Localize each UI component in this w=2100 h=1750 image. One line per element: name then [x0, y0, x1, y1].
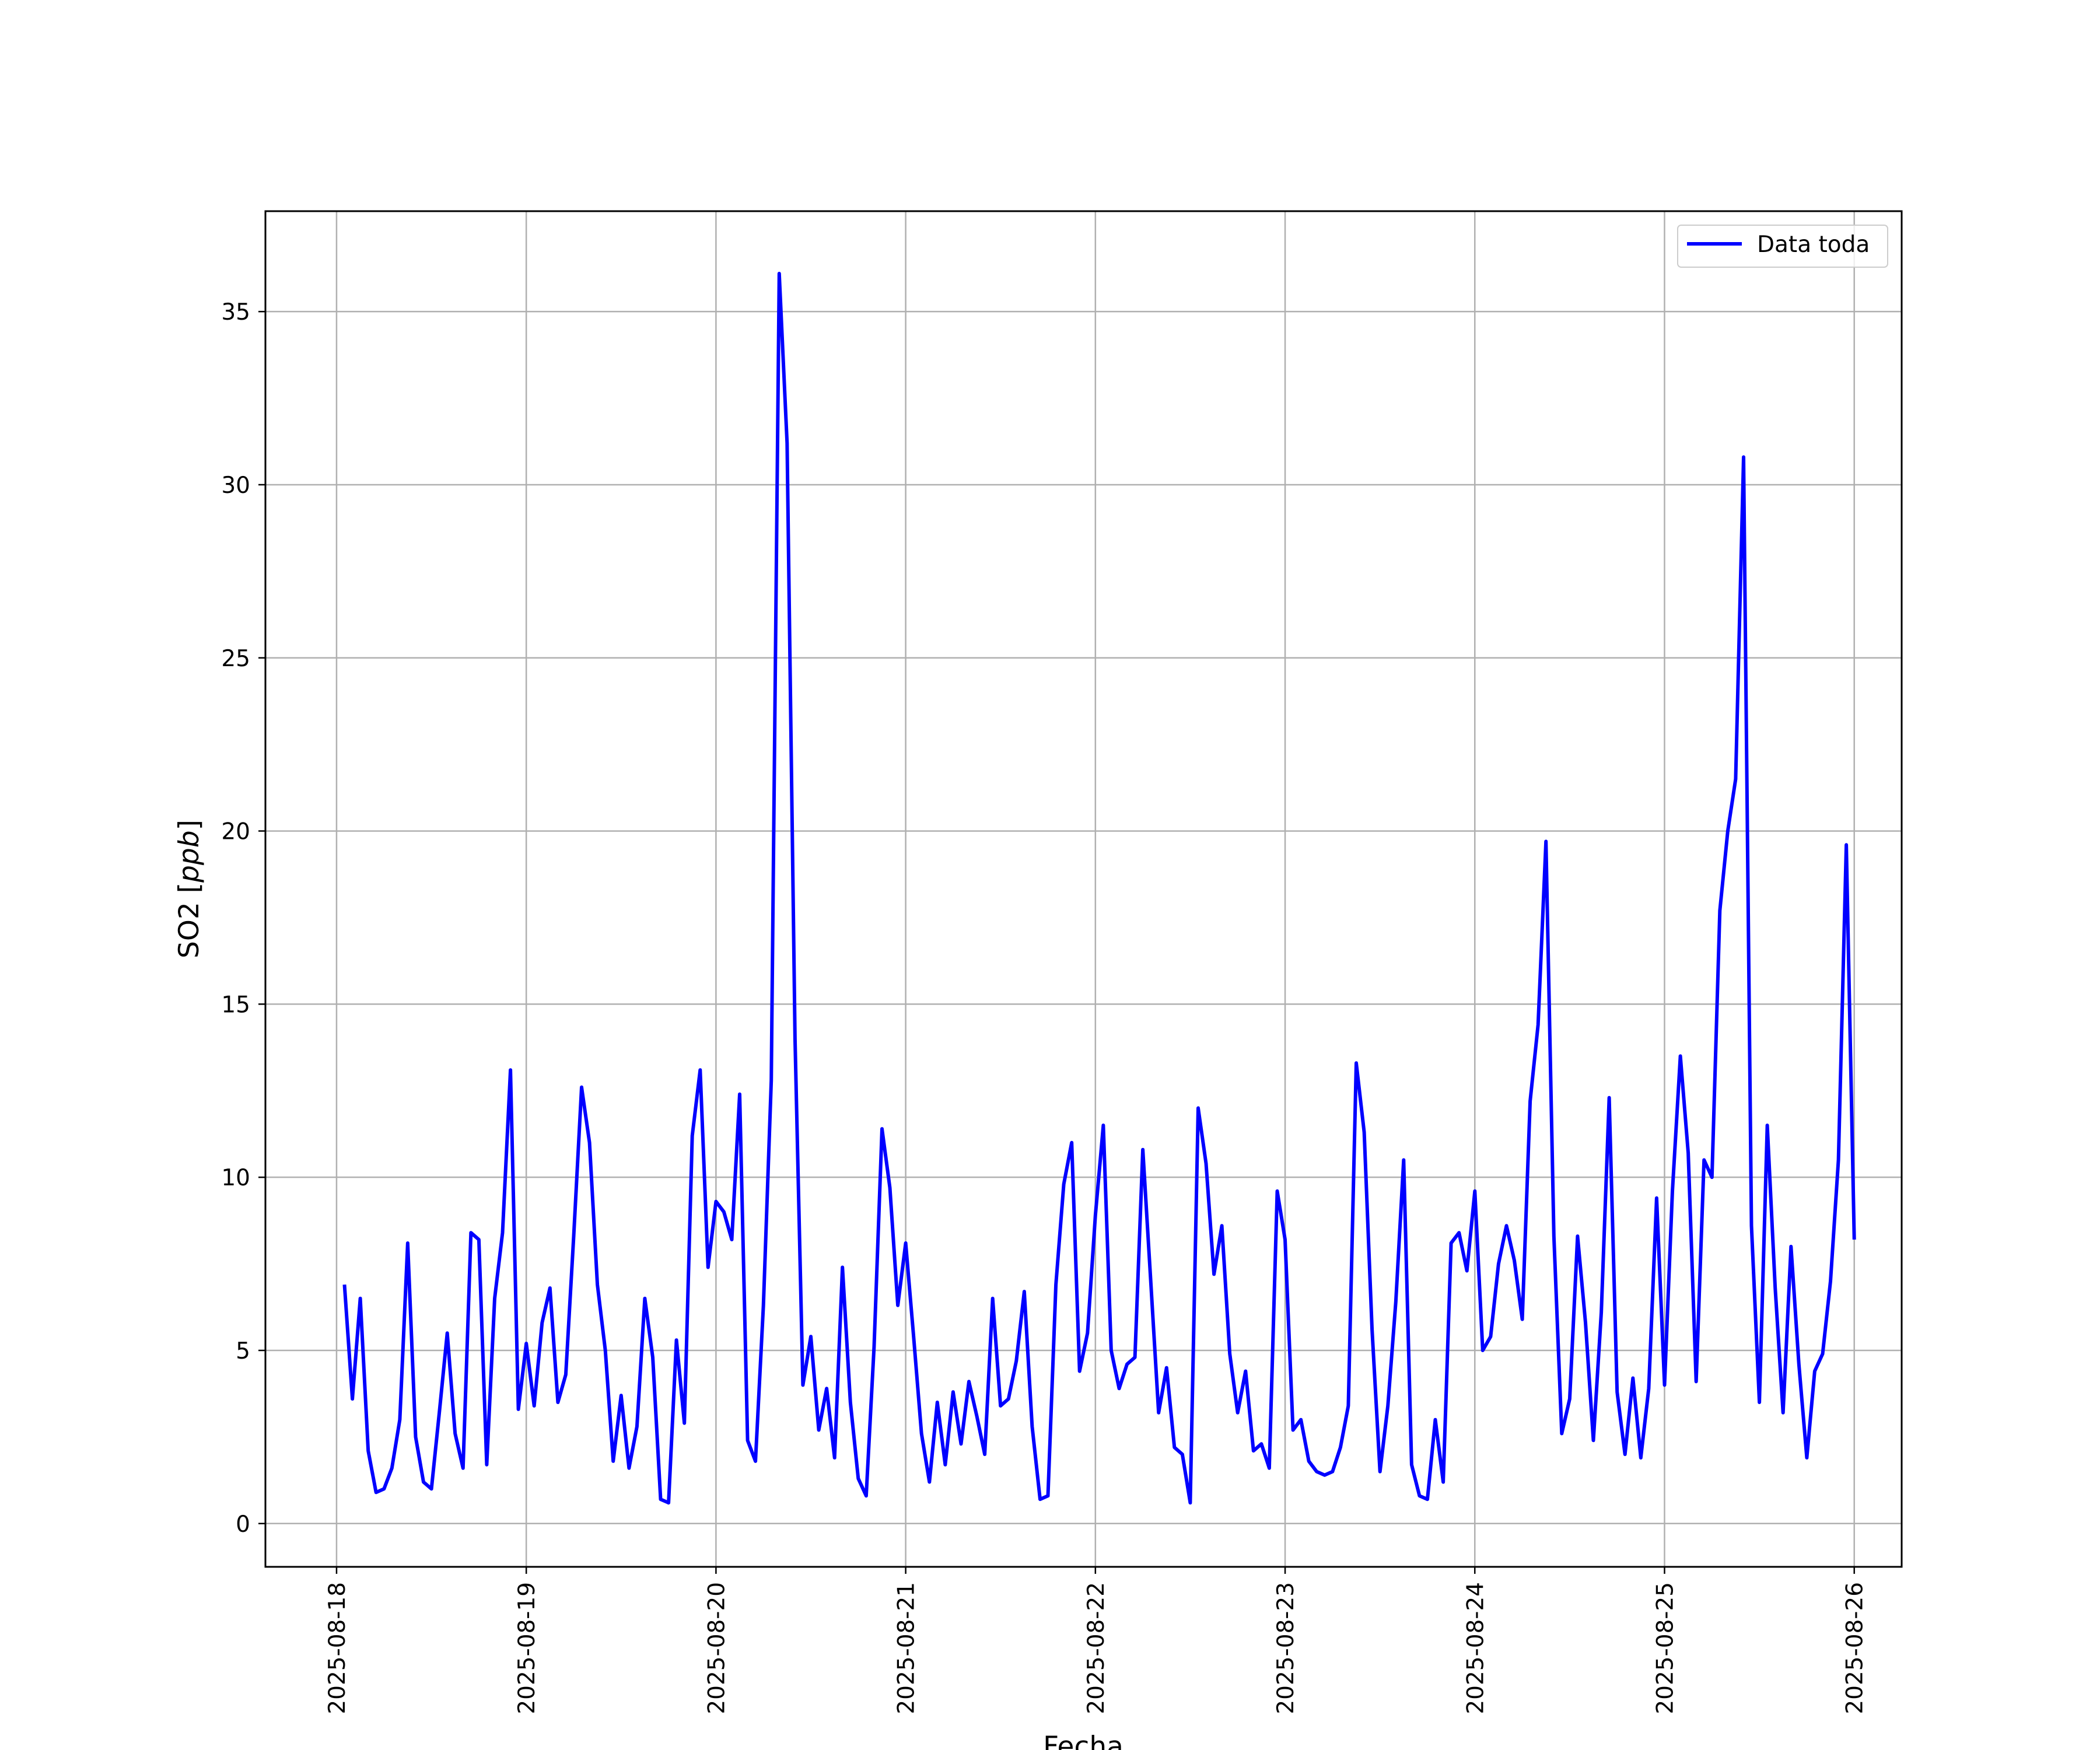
x-tick-label: 2025-08-24 [1462, 1582, 1489, 1714]
legend: Data toda [1677, 225, 1888, 268]
legend-label: Data toda [1757, 232, 1870, 258]
y-tick-label: 25 [221, 646, 250, 672]
y-tick-label: 15 [221, 992, 250, 1018]
legend-box [1677, 225, 1888, 268]
y-tick-label: 30 [221, 473, 250, 499]
x-tick-label: 2025-08-25 [1652, 1582, 1678, 1714]
x-tick-label: 2025-08-23 [1273, 1582, 1299, 1714]
y-axis: 0 5 10 15 20 25 30 35 [221, 299, 265, 1538]
y-tick-label: 35 [221, 299, 250, 326]
y-tick-label: 5 [236, 1338, 250, 1364]
y-tick-label: 0 [236, 1511, 250, 1538]
x-tick-label: 2025-08-21 [894, 1582, 920, 1714]
series-line [342, 271, 1856, 1505]
y-tick-label: 10 [221, 1165, 250, 1191]
x-tick-label: 2025-08-26 [1842, 1582, 1868, 1714]
series-layer [342, 271, 1856, 1505]
x-tick-label: 2025-08-22 [1083, 1582, 1110, 1714]
y-tick-label: 20 [221, 819, 250, 845]
x-axis: 2025-08-18 2025-08-19 2025-08-20 2025-08-21… [324, 1567, 1868, 1714]
x-tick-label: 2025-08-18 [324, 1582, 351, 1714]
y-axis-label: SO2 [ppb] [173, 820, 205, 958]
x-tick-label: 2025-08-20 [704, 1582, 730, 1714]
x-axis-label: Fecha [1043, 1731, 1124, 1750]
plot-frame [264, 210, 1903, 1568]
x-tick-label: 2025-08-19 [514, 1582, 540, 1714]
